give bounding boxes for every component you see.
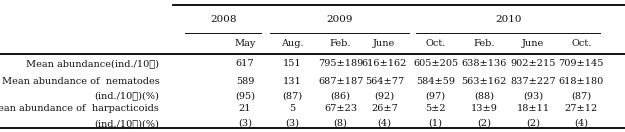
Text: 617: 617 <box>236 59 254 68</box>
Text: (87): (87) <box>571 91 591 100</box>
Text: (97): (97) <box>426 91 446 100</box>
Text: 638±136: 638±136 <box>462 59 507 68</box>
Text: 13±9: 13±9 <box>471 104 498 113</box>
Text: (2): (2) <box>526 119 540 128</box>
Text: Feb.: Feb. <box>330 39 351 48</box>
Text: (88): (88) <box>474 91 494 100</box>
Text: 67±23: 67±23 <box>324 104 357 113</box>
Text: 131: 131 <box>283 77 302 86</box>
Text: (ind./10㎊)(%): (ind./10㎊)(%) <box>94 119 159 128</box>
Text: (3): (3) <box>286 119 299 128</box>
Text: (86): (86) <box>331 91 351 100</box>
Text: 5±2: 5±2 <box>425 104 446 113</box>
Text: Oct.: Oct. <box>426 39 446 48</box>
Text: May: May <box>234 39 256 48</box>
Text: (92): (92) <box>374 91 394 100</box>
Text: 584±59: 584±59 <box>416 77 455 86</box>
Text: Oct.: Oct. <box>571 39 591 48</box>
Text: 2010: 2010 <box>495 15 521 24</box>
Text: (2): (2) <box>478 119 491 128</box>
Text: 2009: 2009 <box>326 15 352 24</box>
Text: 563±162: 563±162 <box>462 77 507 86</box>
Text: June: June <box>522 39 544 48</box>
Text: Mean abundance of  nematodes: Mean abundance of nematodes <box>2 77 159 86</box>
Text: Mean abundance of  harpacticoids: Mean abundance of harpacticoids <box>0 104 159 113</box>
Text: 618±180: 618±180 <box>559 77 604 86</box>
Text: 616±162: 616±162 <box>362 59 407 68</box>
Text: 709±145: 709±145 <box>559 59 604 68</box>
Text: (95): (95) <box>235 91 255 100</box>
Text: 21: 21 <box>239 104 251 113</box>
Text: Feb.: Feb. <box>474 39 495 48</box>
Text: 564±77: 564±77 <box>365 77 404 86</box>
Text: (3): (3) <box>238 119 252 128</box>
Text: 605±205: 605±205 <box>413 59 458 68</box>
Text: (4): (4) <box>574 119 588 128</box>
Text: (93): (93) <box>523 91 543 100</box>
Text: 27±12: 27±12 <box>564 104 598 113</box>
Text: June: June <box>373 39 396 48</box>
Text: 26±7: 26±7 <box>371 104 398 113</box>
Text: (1): (1) <box>429 119 442 128</box>
Text: Aug.: Aug. <box>281 39 304 48</box>
Text: (8): (8) <box>334 119 348 128</box>
Text: Mean abundance(ind./10㎊): Mean abundance(ind./10㎊) <box>26 59 159 68</box>
Text: (4): (4) <box>378 119 391 128</box>
Text: 151: 151 <box>283 59 302 68</box>
Text: 837±227: 837±227 <box>510 77 556 86</box>
Text: 18±11: 18±11 <box>516 104 550 113</box>
Text: 2008: 2008 <box>210 15 236 24</box>
Text: 589: 589 <box>236 77 254 86</box>
Text: (ind./10㎊)(%): (ind./10㎊)(%) <box>94 91 159 100</box>
Text: 902±215: 902±215 <box>511 59 556 68</box>
Text: 795±189: 795±189 <box>318 59 363 68</box>
Text: (87): (87) <box>282 91 302 100</box>
Text: 5: 5 <box>289 104 296 113</box>
Text: 687±187: 687±187 <box>318 77 363 86</box>
